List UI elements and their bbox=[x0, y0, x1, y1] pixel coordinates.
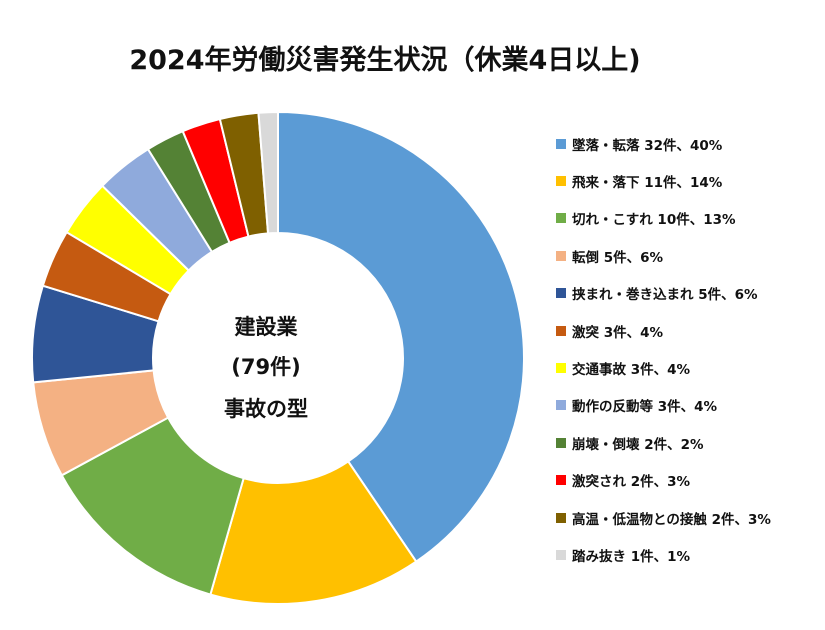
legend-item-10: 高温・低温物との接触 2件、3% bbox=[556, 499, 771, 536]
legend-label-2: 切れ・こすれ 10件、13% bbox=[572, 212, 736, 229]
legend-swatch-8 bbox=[556, 437, 566, 448]
donut-slice-11 bbox=[257, 110, 279, 235]
center-label-total: (79件) bbox=[231, 355, 300, 379]
legend-label-7: 動作の反動等 3件、4% bbox=[572, 399, 718, 416]
legend-swatch-9 bbox=[556, 475, 566, 486]
legend-label-5: 激突 3件、4% bbox=[572, 324, 664, 341]
legend-item-1: 飛来・落下 11件、14% bbox=[556, 162, 771, 199]
legend-item-9: 激突され 2件、3% bbox=[556, 462, 771, 499]
legend-swatch-6 bbox=[556, 363, 566, 374]
legend-label-8: 崩壊・倒壊 2件、2% bbox=[572, 436, 704, 453]
legend-swatch-11 bbox=[556, 549, 566, 560]
legend-swatch-0 bbox=[556, 138, 566, 149]
legend-item-6: 交通事故 3件、4% bbox=[556, 349, 771, 386]
legend-swatch-2 bbox=[556, 213, 566, 224]
legend-item-7: 動作の反動等 3件、4% bbox=[556, 387, 771, 424]
legend-swatch-3 bbox=[556, 250, 566, 261]
legend-swatch-10 bbox=[556, 512, 566, 523]
legend-label-9: 激突され 2件、3% bbox=[572, 474, 691, 491]
center-label-industry: 建設業 bbox=[235, 315, 299, 339]
legend-swatch-1 bbox=[556, 176, 566, 187]
center-label-type: 事故の型 bbox=[224, 397, 308, 421]
legend-label-0: 墜落・転落 32件、40% bbox=[572, 137, 723, 154]
legend-item-5: 激突 3件、4% bbox=[556, 312, 771, 349]
legend-item-4: 挟まれ・巻き込まれ 5件、6% bbox=[556, 275, 771, 312]
donut-slices bbox=[31, 110, 525, 605]
legend-item-2: 切れ・こすれ 10件、13% bbox=[556, 200, 771, 237]
chart-title: 2024年労働災害発生状況（休業4日以上) bbox=[129, 45, 641, 76]
legend-item-0: 墜落・転落 32件、40% bbox=[556, 125, 771, 162]
donut-chart: 建設業 (79件) 事故の型 bbox=[31, 110, 525, 605]
legend-label-1: 飛来・落下 11件、14% bbox=[572, 175, 723, 192]
legend-label-3: 転倒 5件、6% bbox=[572, 249, 664, 266]
legend-label-10: 高温・低温物との接触 2件、3% bbox=[572, 511, 771, 528]
legend-item-11: 踏み抜き 1件、1% bbox=[556, 536, 771, 573]
legend-swatch-5 bbox=[556, 325, 566, 336]
donut-slice-0 bbox=[277, 110, 525, 563]
legend-swatch-4 bbox=[556, 288, 566, 299]
legend-item-3: 転倒 5件、6% bbox=[556, 237, 771, 274]
legend-label-6: 交通事故 3件、4% bbox=[572, 362, 691, 379]
legend-item-8: 崩壊・倒壊 2件、2% bbox=[556, 424, 771, 461]
legend-label-11: 踏み抜き 1件、1% bbox=[572, 548, 691, 565]
donut-slice-1 bbox=[209, 460, 418, 605]
legend-label-4: 挟まれ・巻き込まれ 5件、6% bbox=[572, 287, 758, 304]
legend-swatch-7 bbox=[556, 400, 566, 411]
chart-legend: 墜落・転落 32件、40% 飛来・落下 11件、14% 切れ・こすれ 10件、13%… bbox=[556, 125, 771, 574]
